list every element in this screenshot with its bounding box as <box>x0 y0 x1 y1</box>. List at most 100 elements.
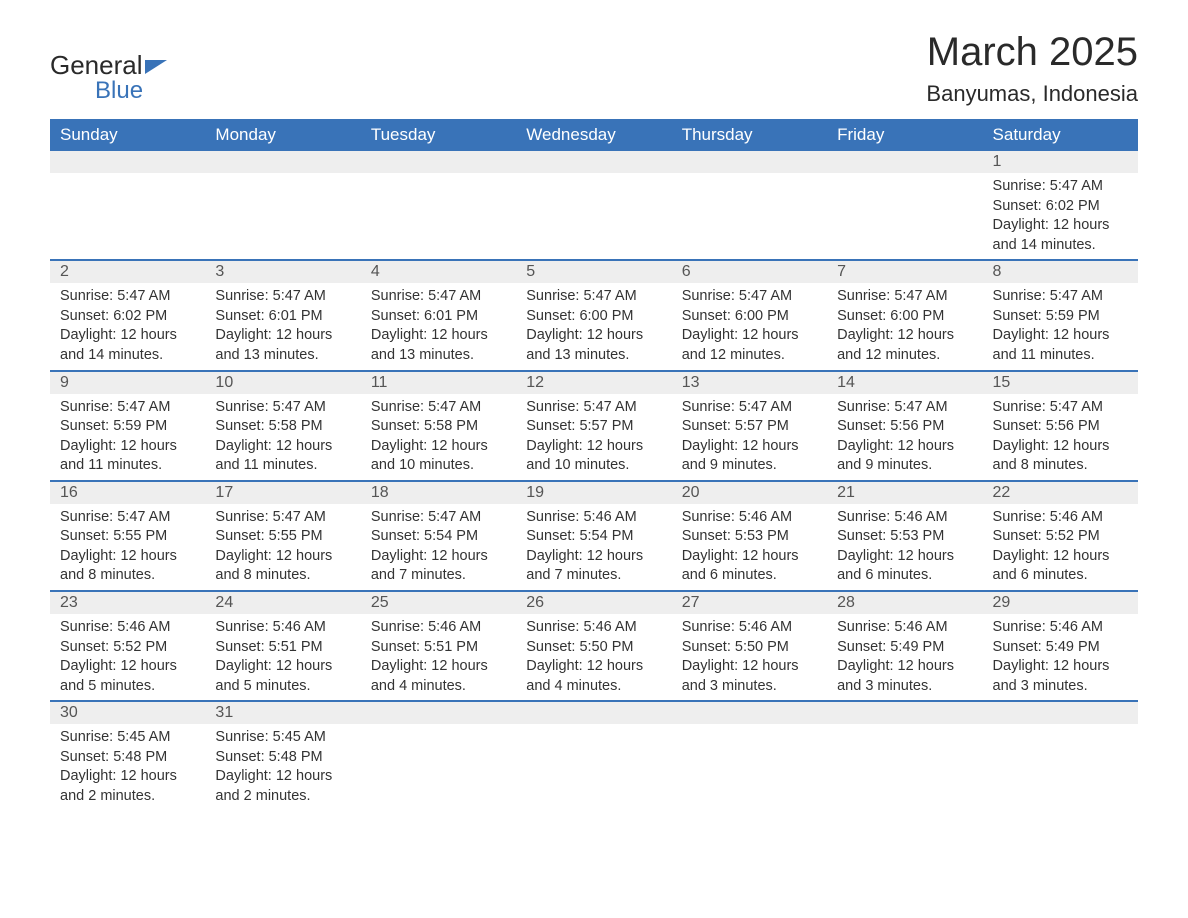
date-number: 23 <box>50 592 205 614</box>
sunrise-text: Sunrise: 5:45 AM <box>215 728 354 748</box>
calendar-cell: 6Sunrise: 5:47 AMSunset: 6:00 PMDaylight… <box>672 260 827 370</box>
date-number: 30 <box>50 702 205 724</box>
cell-content: Sunrise: 5:46 AMSunset: 5:54 PMDaylight:… <box>516 504 671 590</box>
sunrise-text: Sunrise: 5:47 AM <box>215 287 354 307</box>
sunset-text: Sunset: 5:56 PM <box>837 417 976 437</box>
calendar-cell: 29Sunrise: 5:46 AMSunset: 5:49 PMDayligh… <box>983 591 1138 701</box>
date-number <box>983 702 1138 724</box>
calendar-cell <box>361 701 516 810</box>
day-header-sunday: Sunday <box>50 119 205 151</box>
day-header-row: Sunday Monday Tuesday Wednesday Thursday… <box>50 119 1138 151</box>
date-number <box>672 702 827 724</box>
cell-content: Sunrise: 5:47 AMSunset: 6:02 PMDaylight:… <box>50 283 205 369</box>
cell-content: Sunrise: 5:47 AMSunset: 5:54 PMDaylight:… <box>361 504 516 590</box>
sunrise-text: Sunrise: 5:47 AM <box>371 398 510 418</box>
sunrise-text: Sunrise: 5:46 AM <box>682 618 821 638</box>
sunrise-text: Sunrise: 5:47 AM <box>837 398 976 418</box>
daylight-text: Daylight: 12 hours and 9 minutes. <box>837 437 976 476</box>
calendar-cell <box>827 151 982 260</box>
date-number: 22 <box>983 482 1138 504</box>
calendar-cell: 4Sunrise: 5:47 AMSunset: 6:01 PMDaylight… <box>361 260 516 370</box>
sunset-text: Sunset: 6:00 PM <box>526 307 665 327</box>
day-header-tuesday: Tuesday <box>361 119 516 151</box>
calendar-cell: 18Sunrise: 5:47 AMSunset: 5:54 PMDayligh… <box>361 481 516 591</box>
date-number <box>50 151 205 173</box>
cell-content: Sunrise: 5:47 AMSunset: 5:55 PMDaylight:… <box>205 504 360 590</box>
daylight-text: Daylight: 12 hours and 13 minutes. <box>526 326 665 365</box>
date-number: 25 <box>361 592 516 614</box>
cell-content: Sunrise: 5:47 AMSunset: 6:00 PMDaylight:… <box>672 283 827 369</box>
calendar-cell: 13Sunrise: 5:47 AMSunset: 5:57 PMDayligh… <box>672 371 827 481</box>
sunrise-text: Sunrise: 5:46 AM <box>682 508 821 528</box>
cell-content <box>50 173 205 181</box>
date-number: 18 <box>361 482 516 504</box>
sunrise-text: Sunrise: 5:47 AM <box>215 508 354 528</box>
cell-content: Sunrise: 5:47 AMSunset: 6:00 PMDaylight:… <box>827 283 982 369</box>
cell-content: Sunrise: 5:46 AMSunset: 5:52 PMDaylight:… <box>983 504 1138 590</box>
day-header-wednesday: Wednesday <box>516 119 671 151</box>
daylight-text: Daylight: 12 hours and 11 minutes. <box>215 437 354 476</box>
calendar-cell: 25Sunrise: 5:46 AMSunset: 5:51 PMDayligh… <box>361 591 516 701</box>
cell-content: Sunrise: 5:47 AMSunset: 5:58 PMDaylight:… <box>361 394 516 480</box>
cell-content: Sunrise: 5:46 AMSunset: 5:50 PMDaylight:… <box>672 614 827 700</box>
calendar-cell: 24Sunrise: 5:46 AMSunset: 5:51 PMDayligh… <box>205 591 360 701</box>
daylight-text: Daylight: 12 hours and 13 minutes. <box>215 326 354 365</box>
calendar-cell: 3Sunrise: 5:47 AMSunset: 6:01 PMDaylight… <box>205 260 360 370</box>
daylight-text: Daylight: 12 hours and 6 minutes. <box>993 547 1132 586</box>
calendar-cell: 30Sunrise: 5:45 AMSunset: 5:48 PMDayligh… <box>50 701 205 810</box>
calendar-cell: 7Sunrise: 5:47 AMSunset: 6:00 PMDaylight… <box>827 260 982 370</box>
logo-blue-text: Blue <box>95 77 143 105</box>
sunset-text: Sunset: 5:59 PM <box>60 417 199 437</box>
daylight-text: Daylight: 12 hours and 13 minutes. <box>371 326 510 365</box>
date-number: 9 <box>50 372 205 394</box>
calendar-cell: 21Sunrise: 5:46 AMSunset: 5:53 PMDayligh… <box>827 481 982 591</box>
daylight-text: Daylight: 12 hours and 5 minutes. <box>215 657 354 696</box>
sunset-text: Sunset: 5:58 PM <box>215 417 354 437</box>
daylight-text: Daylight: 12 hours and 10 minutes. <box>526 437 665 476</box>
sunset-text: Sunset: 5:56 PM <box>993 417 1132 437</box>
daylight-text: Daylight: 12 hours and 4 minutes. <box>371 657 510 696</box>
date-number: 7 <box>827 261 982 283</box>
calendar-cell: 5Sunrise: 5:47 AMSunset: 6:00 PMDaylight… <box>516 260 671 370</box>
sunset-text: Sunset: 5:58 PM <box>371 417 510 437</box>
date-number: 8 <box>983 261 1138 283</box>
daylight-text: Daylight: 12 hours and 11 minutes. <box>993 326 1132 365</box>
date-number <box>516 702 671 724</box>
sunset-text: Sunset: 5:49 PM <box>837 638 976 658</box>
calendar-week-row: 16Sunrise: 5:47 AMSunset: 5:55 PMDayligh… <box>50 481 1138 591</box>
sunset-text: Sunset: 5:52 PM <box>60 638 199 658</box>
date-number: 20 <box>672 482 827 504</box>
daylight-text: Daylight: 12 hours and 12 minutes. <box>837 326 976 365</box>
daylight-text: Daylight: 12 hours and 7 minutes. <box>526 547 665 586</box>
sunrise-text: Sunrise: 5:46 AM <box>371 618 510 638</box>
calendar-cell: 14Sunrise: 5:47 AMSunset: 5:56 PMDayligh… <box>827 371 982 481</box>
calendar-cell <box>50 151 205 260</box>
daylight-text: Daylight: 12 hours and 8 minutes. <box>993 437 1132 476</box>
month-title: March 2025 <box>926 30 1138 75</box>
date-number: 5 <box>516 261 671 283</box>
cell-content: Sunrise: 5:47 AMSunset: 5:56 PMDaylight:… <box>983 394 1138 480</box>
daylight-text: Daylight: 12 hours and 6 minutes. <box>682 547 821 586</box>
date-number: 26 <box>516 592 671 614</box>
date-number: 14 <box>827 372 982 394</box>
daylight-text: Daylight: 12 hours and 3 minutes. <box>837 657 976 696</box>
calendar-week-row: 9 Sunrise: 5:47 AM Sunset: 5:59 PM Daylight… <box>50 371 1138 481</box>
calendar-cell <box>205 151 360 260</box>
daylight-text: Daylight: 12 hours and 14 minutes. <box>993 216 1132 255</box>
calendar-cell <box>827 701 982 810</box>
cell-content: Sunrise: 5:47 AMSunset: 6:01 PMDaylight:… <box>205 283 360 369</box>
cell-content: Sunrise: 5:47 AMSunset: 5:56 PMDaylight:… <box>827 394 982 480</box>
calendar-cell <box>672 701 827 810</box>
date-number <box>361 702 516 724</box>
sunset-text: Sunset: 5:54 PM <box>371 527 510 547</box>
location-label: Banyumas, Indonesia <box>926 81 1138 107</box>
calendar-cell: 28Sunrise: 5:46 AMSunset: 5:49 PMDayligh… <box>827 591 982 701</box>
daylight-text: Daylight: 12 hours and 3 minutes. <box>993 657 1132 696</box>
daylight-text: Daylight: 12 hours and 2 minutes. <box>60 767 199 806</box>
calendar-cell: 2Sunrise: 5:47 AMSunset: 6:02 PMDaylight… <box>50 260 205 370</box>
sunset-text: Sunset: 5:54 PM <box>526 527 665 547</box>
sunrise-text: Sunrise: 5:46 AM <box>526 618 665 638</box>
date-number: 4 <box>361 261 516 283</box>
date-number: 31 <box>205 702 360 724</box>
cell-content: Sunrise: 5:47 AMSunset: 5:58 PMDaylight:… <box>205 394 360 480</box>
